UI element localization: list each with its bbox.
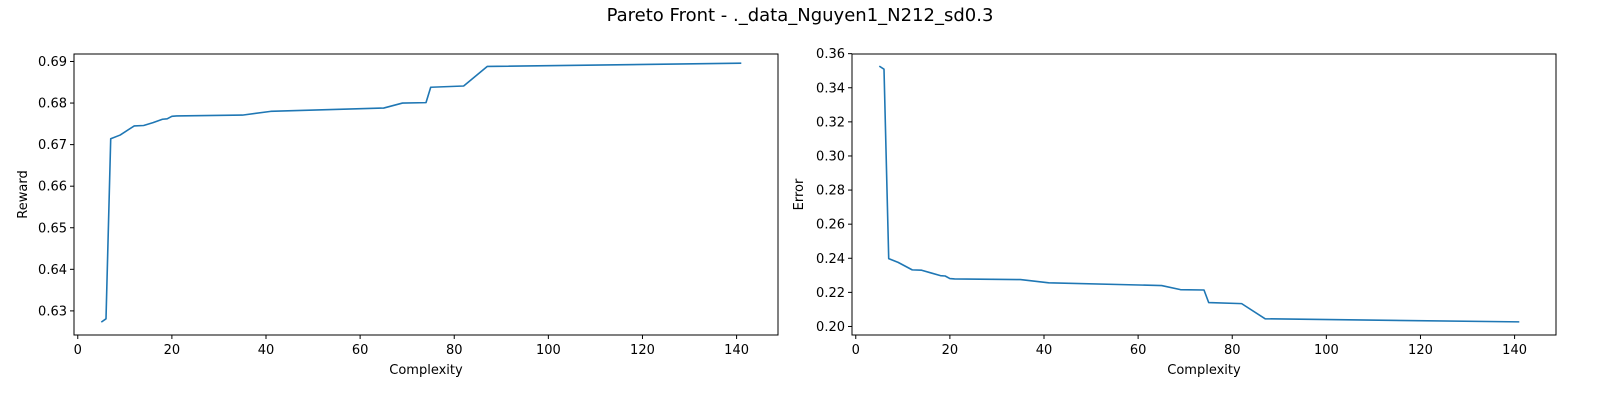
reward-x-tick-label: 60 bbox=[352, 343, 369, 358]
reward-y-tick-label: 0.67 bbox=[38, 138, 67, 153]
error-series-line bbox=[878, 65, 1520, 323]
reward-x-tick-label: 80 bbox=[446, 343, 463, 358]
error-y-tick-label: 0.30 bbox=[816, 149, 845, 164]
error-y-tick-label: 0.22 bbox=[816, 286, 845, 301]
error-y-tick-label: 0.36 bbox=[816, 47, 845, 62]
error-x-tick-label: 60 bbox=[1130, 343, 1147, 358]
reward-x-tick-label: 20 bbox=[164, 343, 181, 358]
reward-x-tick-label: 40 bbox=[258, 343, 275, 358]
error-y-tick-label: 0.20 bbox=[816, 320, 845, 335]
reward-x-tick-label: 0 bbox=[74, 343, 82, 358]
error-y-axis-label: Error bbox=[792, 178, 807, 210]
reward-y-tick-label: 0.65 bbox=[38, 221, 67, 236]
error-x-tick-label: 20 bbox=[942, 343, 959, 358]
reward-plot: 0 20 40 60 80 100 120 140 0.63 0.64 0.65 0.66 0.67 0.… bbox=[16, 53, 779, 378]
error-x-axis-label: Complexity bbox=[1167, 363, 1241, 378]
error-x-tick-label: 120 bbox=[1408, 343, 1433, 358]
error-y-tick-label: 0.32 bbox=[816, 115, 845, 130]
reward-y-axis-label: Reward bbox=[16, 170, 31, 218]
error-plot-frame bbox=[851, 53, 1557, 336]
reward-y-tick-label: 0.68 bbox=[38, 97, 67, 112]
reward-y-tick-label: 0.63 bbox=[38, 304, 67, 319]
reward-x-tick-label: 120 bbox=[630, 343, 655, 358]
reward-y-tick-label: 0.69 bbox=[38, 55, 67, 70]
error-plot: 0 20 40 60 80 100 120 140 0.20 0.22 0.24 0.26 0.28 0.… bbox=[792, 47, 1557, 378]
reward-x-axis-label: Complexity bbox=[389, 363, 463, 378]
error-x-tick-label: 40 bbox=[1036, 343, 1053, 358]
error-y-tick-label: 0.34 bbox=[816, 81, 845, 96]
error-y-tick-label: 0.26 bbox=[816, 218, 845, 233]
figure-title: Pareto Front - ._data_Nguyen1_N212_sd0.3 bbox=[606, 5, 994, 26]
reward-series-line bbox=[100, 62, 742, 323]
reward-y-tick-label: 0.64 bbox=[38, 263, 67, 278]
error-y-tick-label: 0.28 bbox=[816, 184, 845, 199]
reward-y-tick-label: 0.66 bbox=[38, 180, 67, 195]
reward-plot-frame bbox=[73, 53, 779, 336]
error-x-tick-label: 0 bbox=[852, 343, 860, 358]
error-y-tick-label: 0.24 bbox=[816, 252, 845, 267]
error-x-tick-label: 100 bbox=[1314, 343, 1339, 358]
error-x-tick-label: 80 bbox=[1224, 343, 1241, 358]
error-x-tick-label: 140 bbox=[1502, 343, 1527, 358]
reward-x-tick-label: 140 bbox=[724, 343, 749, 358]
reward-x-tick-label: 100 bbox=[536, 343, 561, 358]
